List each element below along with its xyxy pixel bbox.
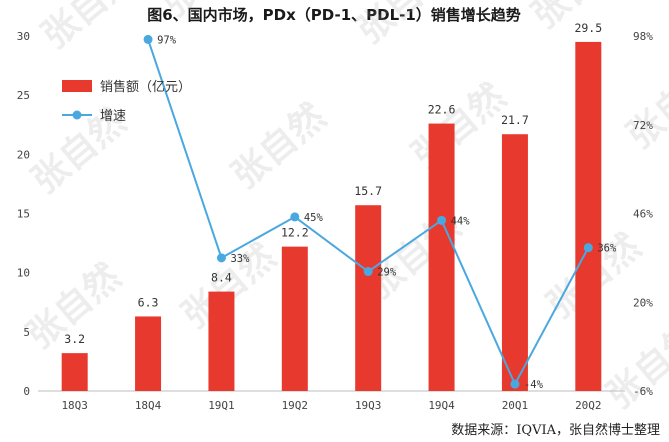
bar-19Q4: [428, 123, 455, 392]
bar-value-label: 15.7: [354, 184, 382, 198]
y-left-tick-label: 25: [17, 89, 30, 102]
growth-point-20Q1: [510, 379, 520, 389]
x-tick-label: 19Q3: [355, 399, 382, 412]
legend-swatch-growth-dot: [72, 110, 82, 120]
bar-value-labels: 3.2 6.3 8.4 12.2 15.7 22.6 21.7 29.5: [64, 21, 602, 346]
bar-18Q3: [61, 353, 88, 391]
bar-value-label: 12.2: [281, 226, 309, 240]
source-note: 数据来源：IQVIA，张自然博士整理: [451, 422, 660, 438]
y-right-tick-label: 72%: [633, 119, 653, 132]
watermark-text: 张自然: [404, 75, 514, 177]
x-tick-label: 19Q2: [282, 399, 309, 412]
growth-point-19Q3: [363, 267, 373, 277]
bar-value-label: 29.5: [574, 21, 602, 35]
bar-19Q1: [208, 291, 235, 391]
x-axis-tick-labels: 18Q3 18Q4 19Q1 19Q2 19Q3 19Q4 20Q1 20Q2: [61, 399, 601, 412]
y-left-tick-label: 5: [23, 326, 30, 339]
growth-value-label: 36%: [597, 243, 617, 255]
watermark-text: 张自然: [599, 315, 669, 417]
x-tick-label: 20Q1: [502, 399, 529, 412]
watermark-text: 张自然: [619, 55, 669, 157]
growth-value-label: 97%: [157, 34, 177, 46]
y-right-tick-label: 20%: [633, 296, 653, 309]
growth-point-18Q4: [143, 34, 153, 44]
growth-point-19Q1: [216, 253, 226, 263]
legend-swatch-sales: [62, 80, 92, 92]
bar-20Q1: [501, 134, 528, 391]
bar-value-label: 8.4: [211, 271, 232, 285]
growth-value-label: -4%: [524, 379, 544, 391]
bar-18Q4: [135, 316, 162, 391]
y-right-tick-label: -6%: [633, 385, 653, 398]
growth-value-label: 29%: [377, 267, 397, 279]
growth-value-labels: 97% 33% 45% 29% 44% -4% 36%: [157, 34, 617, 391]
bar-19Q3: [355, 205, 382, 391]
growth-value-label: 44%: [451, 215, 471, 227]
y-right-tick-label: 98%: [633, 30, 653, 43]
x-tick-label: 18Q4: [135, 399, 162, 412]
y-left-tick-label: 30: [17, 30, 30, 43]
y-left-tick-label: 10: [17, 267, 30, 280]
growth-point-19Q2: [290, 212, 300, 222]
x-tick-label: 20Q2: [575, 399, 602, 412]
y-left-tick-label: 20: [17, 148, 30, 161]
legend-label-growth: 增速: [100, 109, 126, 124]
bar-series-sales: [61, 41, 602, 392]
bar-value-label: 22.6: [428, 103, 456, 117]
bar-value-label: 3.2: [64, 332, 85, 346]
y-left-tick-label: 0: [23, 385, 30, 398]
legend-label-sales: 销售额（亿元）: [100, 79, 191, 95]
watermark-text: 张自然: [34, 0, 144, 57]
x-tick-label: 18Q3: [61, 399, 88, 412]
growth-point-19Q4: [437, 215, 447, 225]
growth-value-label: 45%: [304, 212, 324, 224]
bar-20Q2: [575, 41, 602, 392]
chart-title: 图6、国内市场，PDx（PD-1、PDL-1）销售增长趋势: [147, 6, 521, 24]
watermark-text: 张自然: [224, 95, 334, 197]
bar-value-label: 21.7: [501, 113, 529, 127]
bar-value-label: 6.3: [138, 295, 159, 309]
line-series-growth: [143, 34, 593, 389]
growth-point-20Q2: [583, 243, 593, 253]
bar-19Q2: [281, 246, 308, 391]
y-left-tick-label: 15: [17, 208, 30, 221]
growth-value-label: 33%: [230, 253, 250, 265]
legend: 销售额（亿元） 增速: [62, 79, 191, 124]
watermark-layer: 张自然张自然张自然张自然张自然张自然张自然张自然张自然张自然张自然张自然张自然: [19, 0, 669, 417]
x-tick-label: 19Q4: [428, 399, 455, 412]
x-tick-label: 19Q1: [208, 399, 235, 412]
y-right-tick-label: 46%: [633, 208, 653, 221]
